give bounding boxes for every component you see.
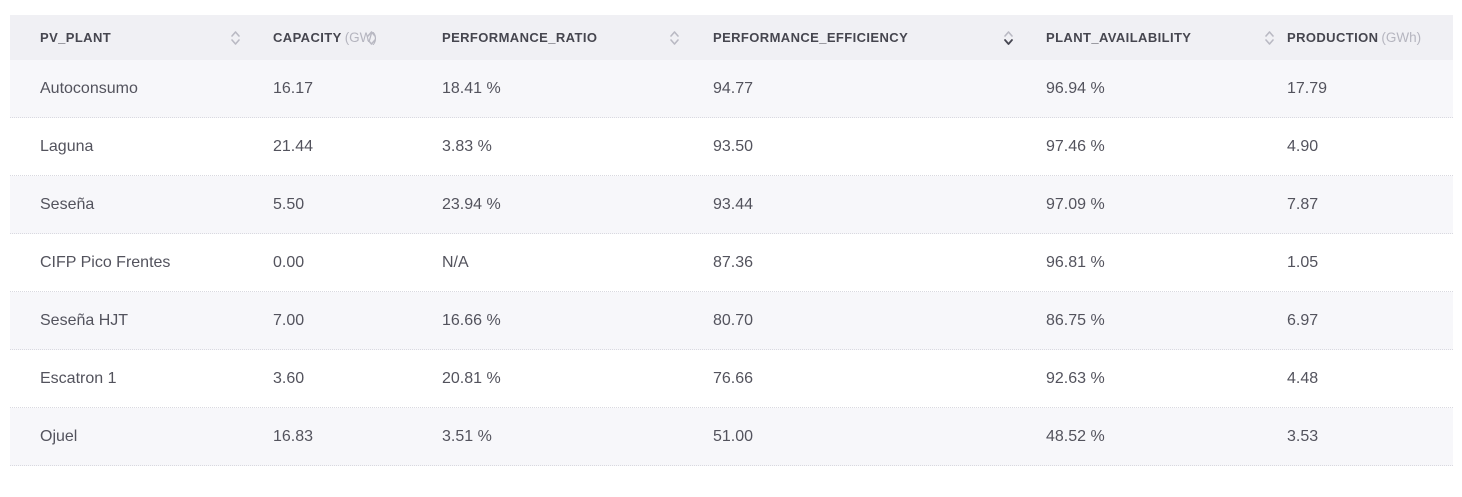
cell-plant_availability: 97.09 % [1046, 195, 1105, 213]
table-row: Escatron 1 3.60 20.81 % 76.66 92.63 % 4.48 [10, 350, 1453, 408]
cell-performance_ratio: N/A [442, 253, 469, 271]
cell-plant_availability: 96.81 % [1046, 253, 1105, 271]
column-header-pv_plant[interactable]: PV_PLANT [10, 15, 253, 60]
table-row: Laguna 21.44 3.83 % 93.50 97.46 % 4.90 [10, 118, 1453, 176]
cell-performance_efficiency: 51.00 [713, 427, 754, 445]
cell-performance_efficiency: 87.36 [713, 253, 754, 271]
cell-plant_availability: 86.75 % [1046, 311, 1105, 329]
table-header-row: PV_PLANT CAPACITY (GW) PERFORMANCE_RATIO PER… [10, 15, 1453, 60]
cell-pv_plant: Laguna [40, 137, 94, 155]
cell-plant_availability: 97.46 % [1046, 137, 1105, 155]
sort-icon[interactable] [1264, 28, 1275, 48]
cell-capacity: 0.00 [273, 253, 305, 271]
column-label: PV_PLANT [40, 30, 112, 45]
cell-capacity: 16.17 [273, 79, 314, 97]
cell-capacity: 7.00 [273, 311, 305, 329]
column-unit: (GWh) [1381, 30, 1422, 45]
column-label: PERFORMANCE_EFFICIENCY [713, 30, 909, 45]
column-header-performance_ratio[interactable]: PERFORMANCE_RATIO [422, 15, 692, 60]
cell-production: 1.05 [1287, 253, 1319, 271]
cell-production: 6.97 [1287, 311, 1319, 329]
table-row: CIFP Pico Frentes 0.00 N/A 87.36 96.81 % 1.05 [10, 234, 1453, 292]
cell-pv_plant: Seseña HJT [40, 311, 129, 329]
cell-plant_availability: 96.94 % [1046, 79, 1105, 97]
column-header-plant_availability[interactable]: PLANT_AVAILABILITY [1026, 15, 1287, 60]
cell-performance_ratio: 18.41 % [442, 79, 501, 97]
cell-production: 4.48 [1287, 369, 1319, 387]
cell-capacity: 21.44 [273, 137, 314, 155]
cell-capacity: 3.60 [273, 369, 305, 387]
column-header-capacity[interactable]: CAPACITY (GW) [253, 15, 422, 60]
cell-production: 3.53 [1287, 427, 1319, 445]
cell-pv_plant: Escatron 1 [40, 369, 117, 387]
cell-pv_plant: CIFP Pico Frentes [40, 253, 171, 271]
cell-performance_efficiency: 94.77 [713, 79, 754, 97]
cell-plant_availability: 48.52 % [1046, 427, 1105, 445]
table-row: Seseña 5.50 23.94 % 93.44 97.09 % 7.87 [10, 176, 1453, 234]
cell-production: 4.90 [1287, 137, 1319, 155]
pv-plants-table: PV_PLANT CAPACITY (GW) PERFORMANCE_RATIO PER… [10, 15, 1453, 466]
cell-pv_plant: Autoconsumo [40, 79, 138, 97]
cell-performance_ratio: 20.81 % [442, 369, 501, 387]
sort-icon[interactable] [366, 28, 377, 48]
cell-production: 7.87 [1287, 195, 1319, 213]
cell-capacity: 16.83 [273, 427, 314, 445]
table-row: Autoconsumo 16.17 18.41 % 94.77 96.94 % 17.79 [10, 60, 1453, 118]
cell-performance_efficiency: 93.50 [713, 137, 754, 155]
column-label: CAPACITY [273, 30, 342, 45]
column-label: PERFORMANCE_RATIO [442, 30, 598, 45]
cell-production: 17.79 [1287, 79, 1328, 97]
sort-icon[interactable] [669, 28, 680, 48]
table-body: Autoconsumo 16.17 18.41 % 94.77 96.94 % 17.79… [10, 60, 1453, 466]
cell-performance_efficiency: 76.66 [713, 369, 754, 387]
cell-performance_efficiency: 93.44 [713, 195, 754, 213]
cell-pv_plant: Ojuel [40, 427, 78, 445]
cell-performance_efficiency: 80.70 [713, 311, 754, 329]
cell-performance_ratio: 23.94 % [442, 195, 501, 213]
cell-capacity: 5.50 [273, 195, 305, 213]
column-header-production[interactable]: PRODUCTION (GWh) [1287, 15, 1453, 60]
column-label: PRODUCTION [1287, 30, 1379, 45]
cell-performance_ratio: 16.66 % [442, 311, 501, 329]
cell-performance_ratio: 3.83 % [442, 137, 492, 155]
sort-icon[interactable] [230, 28, 241, 48]
column-label: PLANT_AVAILABILITY [1046, 30, 1192, 45]
cell-pv_plant: Seseña [40, 195, 95, 213]
sort-desc-active-icon[interactable] [1003, 28, 1014, 48]
cell-performance_ratio: 3.51 % [442, 427, 492, 445]
column-header-performance_efficiency[interactable]: PERFORMANCE_EFFICIENCY [692, 15, 1026, 60]
cell-plant_availability: 92.63 % [1046, 369, 1105, 387]
table-row: Seseña HJT 7.00 16.66 % 80.70 86.75 % 6.97 [10, 292, 1453, 350]
table-row: Ojuel 16.83 3.51 % 51.00 48.52 % 3.53 [10, 408, 1453, 466]
